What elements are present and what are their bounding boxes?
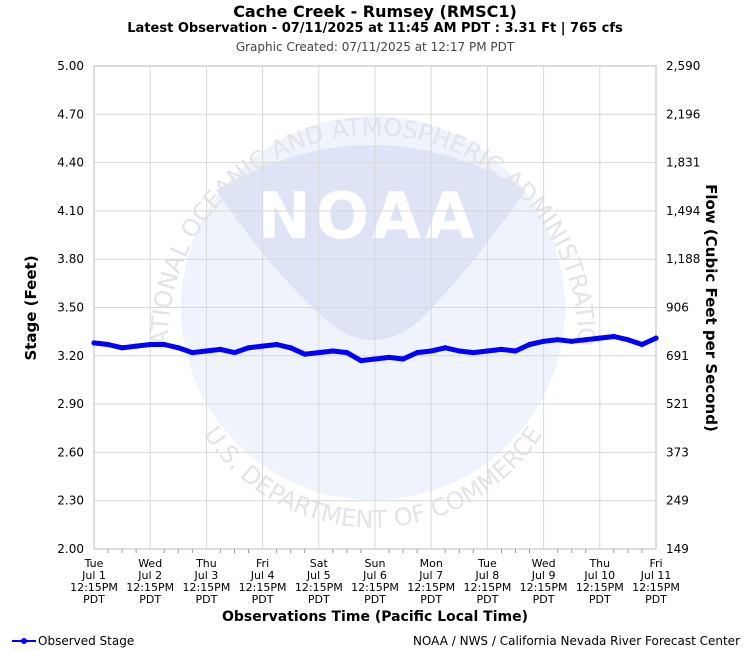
y-axis-label: Stage (Feet): [22, 255, 40, 360]
data-point: [245, 345, 252, 351]
y2-tick-label: 2,590: [666, 59, 700, 73]
data-point: [260, 343, 266, 349]
data-point: [428, 348, 434, 354]
y-tick-label: 2.00: [57, 542, 84, 556]
x-tick-label: Fri Jul 11 12:15PM PDT: [632, 557, 680, 606]
y-tick-label: 3.50: [57, 301, 84, 315]
y2-tick-label: 373: [666, 445, 689, 459]
y2-tick-label: 1,188: [666, 252, 700, 266]
data-point: [625, 337, 631, 343]
data-point: [512, 348, 519, 354]
legend: Observed Stage: [12, 634, 134, 648]
x-tick-label: Mon Jul 7 12:15PM PDT: [407, 557, 455, 606]
x-tick-label: Wed Jul 9 12:15PM PDT: [520, 557, 568, 606]
y2-tick-label: 2,196: [666, 107, 700, 121]
x-tick-label: Thu Jul 10 12:15PM PDT: [576, 557, 624, 606]
data-point: [302, 351, 308, 357]
y-tick-label: 3.80: [57, 252, 84, 266]
data-point: [203, 348, 209, 354]
data-point: [316, 349, 322, 356]
data-point: [161, 341, 167, 348]
data-point: [217, 346, 224, 352]
data-point: [147, 341, 153, 348]
data-point: [484, 348, 490, 354]
data-point: [639, 341, 645, 348]
y2-tick-label: 149: [666, 542, 689, 556]
x-tick-label: Fri Jul 4 12:15PM PDT: [239, 557, 287, 606]
data-point: [583, 337, 589, 343]
data-point: [470, 349, 476, 356]
data-point: [189, 349, 195, 356]
x-axis-label: Observations Time (Pacific Local Time): [222, 609, 528, 625]
x-tick-label: Wed Jul 2 12:15PM PDT: [126, 557, 174, 606]
chart-title: Cache Creek - Rumsey (RMSC1): [233, 2, 517, 21]
data-point: [274, 341, 280, 348]
data-point: [358, 358, 364, 364]
y2-tick-label: 691: [666, 349, 689, 363]
y2-tick-label: 1,831: [666, 156, 700, 170]
x-tick-label: Tue Jul 8 12:15PM PDT: [463, 557, 511, 606]
data-point: [498, 346, 505, 352]
y-tick-label: 4.10: [57, 204, 84, 218]
credit-text: NOAA / NWS / California Nevada River For…: [412, 634, 740, 648]
data-point: [456, 348, 462, 354]
y2-tick-labels: 149 249 373 521 691 906 1,188 1,494 1,831 2,196 2,…: [666, 59, 700, 556]
data-point: [400, 356, 406, 362]
data-point: [119, 345, 125, 351]
data-point: [414, 349, 420, 356]
data-point: [442, 345, 448, 351]
y2-tick-label: 906: [666, 301, 689, 315]
y2-tick-label: 249: [666, 494, 689, 508]
axes: [93, 65, 657, 550]
data-point: [330, 348, 336, 354]
legend-marker-icon: [12, 636, 36, 646]
watermark-logo-text: NOAA: [257, 180, 478, 254]
y2-axis-label: Flow (Cubic Feet per Second): [702, 184, 720, 432]
data-point: [611, 333, 617, 340]
noaa-watermark: NOAA NATIONAL OCEANIC AND ATMOSPHERIC AD…: [0, 0, 600, 534]
series: [91, 333, 659, 364]
y-tick-label: 2.90: [57, 397, 84, 411]
data-point: [133, 343, 139, 349]
data-point: [288, 345, 294, 351]
data-point: [555, 337, 561, 343]
data-point: [344, 349, 350, 356]
y2-tick-label: 1,494: [666, 204, 700, 218]
y-tick-label: 2.30: [57, 494, 84, 508]
x-tick-label: Thu Jul 3 12:15PM PDT: [182, 557, 230, 606]
data-point: [653, 335, 659, 341]
data-point: [597, 335, 603, 341]
x-tick-label: Sat Jul 5 12:15PM PDT: [295, 557, 343, 606]
data-point: [386, 354, 392, 361]
y-tick-label: 3.20: [57, 349, 84, 363]
data-point: [105, 341, 111, 348]
y-tick-label: 4.70: [57, 107, 84, 121]
data-point: [372, 356, 378, 362]
data-point: [175, 345, 181, 351]
latest-observation: Latest Observation - 07/11/2025 at 11:45…: [127, 21, 623, 36]
y-tick-labels: 2.00 2.30 2.60 2.90 3.20 3.50 3.80 4.10 4.40 4.70…: [57, 59, 84, 556]
data-point: [569, 338, 575, 344]
graphic-created: Graphic Created: 07/11/2025 at 12:17 PM …: [235, 40, 515, 54]
x-tick-label: Tue Jul 1 12:15PM PDT: [70, 557, 118, 606]
data-point: [526, 341, 533, 348]
y2-tick-label: 521: [666, 397, 689, 411]
data-point: [231, 349, 238, 356]
watermark-bird-shape: [216, 145, 526, 340]
data-point: [91, 340, 97, 346]
legend-label: Observed Stage: [38, 634, 135, 648]
y-tick-label: 2.60: [57, 445, 84, 459]
data-point: [541, 338, 547, 344]
y-tick-label: 5.00: [57, 59, 84, 73]
y-tick-label: 4.40: [57, 156, 84, 170]
x-tick-label: Sun Jul 6 12:15PM PDT: [351, 557, 399, 606]
plot-frame: [93, 65, 657, 550]
